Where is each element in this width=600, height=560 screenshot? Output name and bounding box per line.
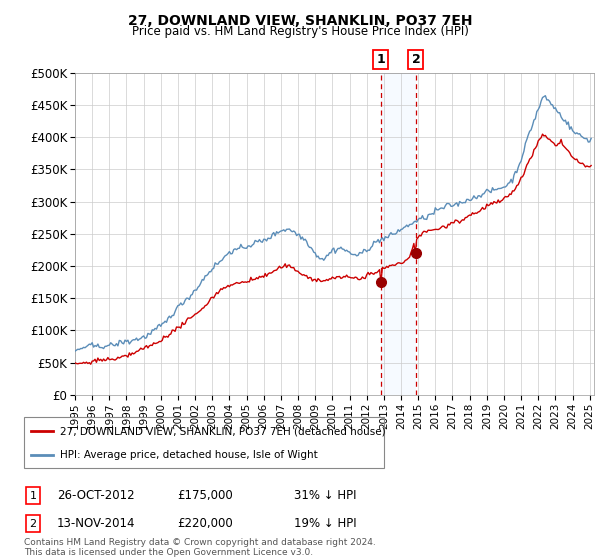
Text: Contains HM Land Registry data © Crown copyright and database right 2024.
This d: Contains HM Land Registry data © Crown c… bbox=[24, 538, 376, 557]
Text: 2: 2 bbox=[412, 53, 420, 67]
Text: 26-OCT-2012: 26-OCT-2012 bbox=[57, 489, 134, 502]
Text: 13-NOV-2014: 13-NOV-2014 bbox=[57, 517, 136, 530]
Text: 27, DOWNLAND VIEW, SHANKLIN, PO37 7EH (detached house): 27, DOWNLAND VIEW, SHANKLIN, PO37 7EH (d… bbox=[60, 426, 386, 436]
Text: £220,000: £220,000 bbox=[177, 517, 233, 530]
Bar bbox=[381, 73, 416, 395]
Text: 2: 2 bbox=[29, 519, 37, 529]
Text: 31% ↓ HPI: 31% ↓ HPI bbox=[294, 489, 356, 502]
Text: 1: 1 bbox=[29, 491, 37, 501]
Text: Price paid vs. HM Land Registry's House Price Index (HPI): Price paid vs. HM Land Registry's House … bbox=[131, 25, 469, 38]
Text: 19% ↓ HPI: 19% ↓ HPI bbox=[294, 517, 356, 530]
Text: £175,000: £175,000 bbox=[177, 489, 233, 502]
Text: 27, DOWNLAND VIEW, SHANKLIN, PO37 7EH: 27, DOWNLAND VIEW, SHANKLIN, PO37 7EH bbox=[128, 14, 472, 28]
Text: 1: 1 bbox=[377, 53, 385, 67]
Text: HPI: Average price, detached house, Isle of Wight: HPI: Average price, detached house, Isle… bbox=[60, 450, 318, 460]
